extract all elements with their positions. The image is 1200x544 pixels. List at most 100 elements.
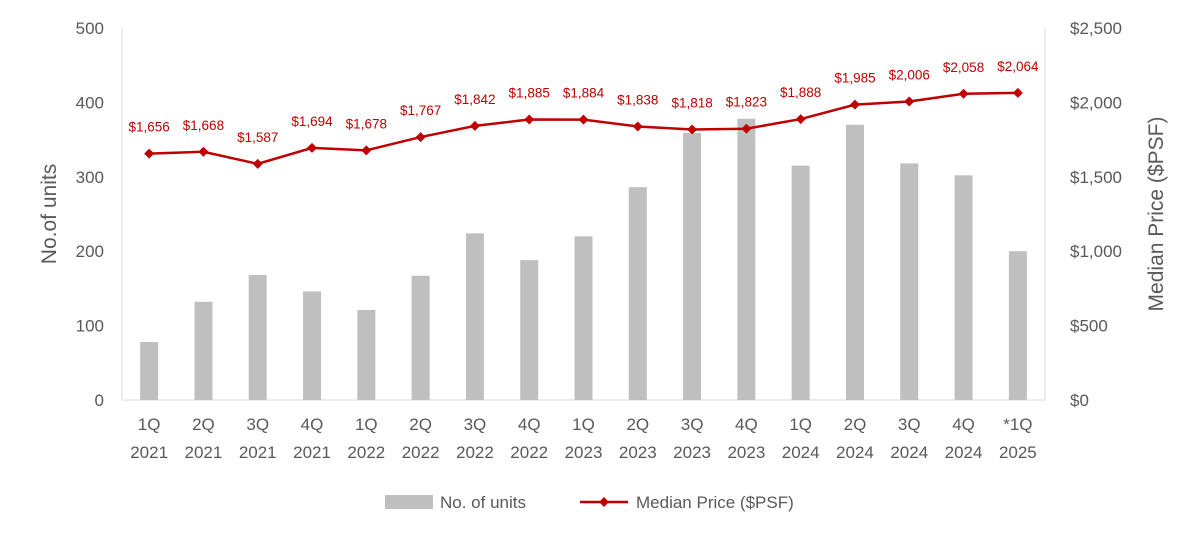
bar (737, 118, 756, 400)
price-marker (252, 158, 263, 169)
x-tick-label: 1Q (572, 415, 595, 434)
y-tick-label: 300 (76, 168, 104, 187)
price-data-label: $1,587 (237, 130, 278, 145)
price-marker (307, 142, 318, 153)
price-marker (144, 148, 155, 159)
y2-tick-label: $500 (1070, 317, 1108, 336)
price-data-label: $1,985 (834, 71, 875, 86)
x-tick-label-year: 2021 (185, 443, 223, 462)
price-data-label: $1,838 (617, 93, 658, 108)
y2-tick-label: $1,000 (1070, 242, 1122, 261)
bar (1008, 251, 1027, 400)
price-marker (632, 121, 643, 132)
price-data-label: $1,885 (509, 86, 550, 101)
price-marker (469, 120, 480, 131)
x-tick-label: 3Q (898, 415, 921, 434)
bar (357, 309, 376, 400)
price-marker (361, 145, 372, 156)
price-data-label: $1,842 (454, 92, 495, 107)
x-tick-label: 4Q (735, 415, 758, 434)
x-tick-label-year: 2022 (402, 443, 440, 462)
x-tick-label: 3Q (246, 415, 269, 434)
x-tick-label-year: 2022 (510, 443, 548, 462)
price-data-label: $1,668 (183, 118, 224, 133)
x-tick-label-year: 2021 (239, 443, 277, 462)
bar (628, 187, 647, 400)
price-data-label: $2,006 (889, 68, 930, 83)
x-tick-label-year: 2023 (619, 443, 657, 462)
x-tick-label: 4Q (301, 415, 324, 434)
price-marker (741, 123, 752, 134)
y-tick-label: 500 (76, 19, 104, 38)
price-marker (524, 114, 535, 125)
price-marker (198, 146, 209, 157)
x-tick-label: 2Q (192, 415, 215, 434)
x-tick-label: 2Q (626, 415, 649, 434)
price-marker (687, 124, 698, 135)
x-tick-label-year: 2022 (456, 443, 494, 462)
price-marker (849, 99, 860, 110)
price-data-label: $1,823 (726, 95, 767, 110)
price-marker (415, 132, 426, 143)
x-tick-label: 1Q (789, 415, 812, 434)
x-tick-label: 3Q (681, 415, 704, 434)
y2-tick-label: $0 (1070, 391, 1089, 410)
bar (411, 275, 430, 400)
x-tick-label: 3Q (464, 415, 487, 434)
x-tick-label-year: 2024 (945, 443, 983, 462)
price-marker (904, 96, 915, 107)
bar (954, 175, 973, 400)
bar (791, 165, 810, 400)
price-data-label: $1,678 (346, 116, 387, 131)
bar (683, 132, 702, 401)
legend-label-units: No. of units (440, 493, 526, 512)
y-tick-label: 400 (76, 93, 104, 112)
x-tick-label: 4Q (952, 415, 975, 434)
price-marker (1012, 87, 1023, 98)
x-tick-label: 4Q (518, 415, 541, 434)
price-data-label: $1,767 (400, 103, 441, 118)
legend-label-price: Median Price ($PSF) (636, 493, 794, 512)
x-tick-label-year: 2021 (130, 443, 168, 462)
price-data-label: $2,058 (943, 60, 984, 75)
y2-tick-label: $1,500 (1070, 168, 1122, 187)
price-data-label: $1,694 (291, 114, 333, 129)
x-tick-label-year: 2025 (999, 443, 1037, 462)
bar (900, 163, 919, 400)
price-data-label: $1,818 (671, 95, 712, 110)
price-data-label: $1,888 (780, 85, 821, 100)
x-tick-label: 1Q (138, 415, 161, 434)
bar (465, 233, 484, 400)
x-tick-label-year: 2023 (565, 443, 603, 462)
bar (140, 341, 159, 400)
y2-tick-label: $2,500 (1070, 19, 1122, 38)
price-marker (795, 114, 806, 125)
legend-bar-swatch (385, 495, 433, 509)
bar (520, 260, 539, 400)
x-tick-label-year: 2024 (890, 443, 928, 462)
bar (303, 291, 322, 400)
x-tick-label-year: 2022 (347, 443, 385, 462)
price-data-label: $1,656 (128, 120, 169, 135)
price-data-label: $2,064 (997, 59, 1039, 74)
x-tick-label: 2Q (844, 415, 867, 434)
y-tick-label: 0 (95, 391, 104, 410)
bar (845, 124, 864, 400)
x-tick-label: 2Q (409, 415, 432, 434)
y2-tick-label: $2,000 (1070, 93, 1122, 112)
x-tick-label: *1Q (1003, 415, 1032, 434)
y-tick-label: 200 (76, 242, 104, 261)
legend-marker-icon (599, 497, 609, 507)
price-line (149, 91, 1018, 166)
y-axis-title: No.of units (38, 164, 61, 264)
x-tick-label-year: 2023 (673, 443, 711, 462)
bar (194, 301, 213, 400)
bar (248, 275, 267, 400)
x-tick-label-year: 2024 (836, 443, 874, 462)
x-tick-label-year: 2021 (293, 443, 331, 462)
price-marker (958, 88, 969, 99)
x-tick-label-year: 2024 (782, 443, 820, 462)
y-tick-label: 100 (76, 317, 104, 336)
price-marker (578, 114, 589, 125)
y2-axis-title: Median Price ($PSF) (1145, 117, 1168, 312)
